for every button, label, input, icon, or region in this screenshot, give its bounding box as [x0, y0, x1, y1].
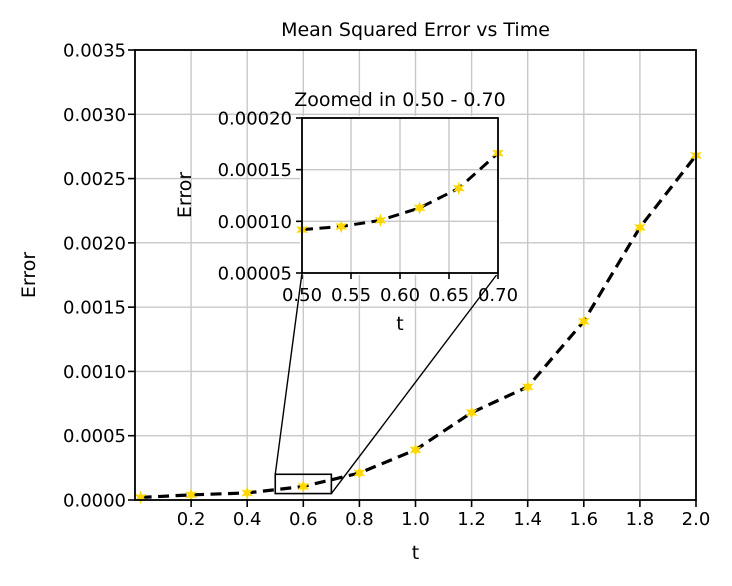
x-tick-label: 1.4: [513, 509, 542, 530]
inset-connector-line: [330, 272, 499, 494]
inset-axes: 0.50 0.55 0.60 0.65 0.70 0.00005 0.00010 0.0001…: [218, 109, 518, 307]
x-tick-label: 0.70: [478, 285, 518, 306]
data-point-marker: [465, 405, 478, 420]
x-tick-label: 1.8: [626, 509, 655, 530]
y-tick-label: 0.0025: [63, 169, 126, 190]
x-tick-label: 1.2: [457, 509, 486, 530]
y-tick-label: 0.0030: [63, 105, 126, 126]
data-point-marker: [374, 213, 387, 228]
x-tick-label: 0.2: [177, 509, 206, 530]
inset-chart-title: Zoomed in 0.50 - 0.70: [294, 89, 505, 111]
figure-text: Mean Squared Error vs Time t Error Zoome…: [18, 19, 550, 564]
y-tick-label: 0.00005: [218, 264, 292, 285]
inset-connector-line: [274, 272, 303, 475]
zoom-indicator: [274, 272, 499, 495]
y-tick-label: 0.0015: [63, 298, 126, 319]
zoom-region-rect: [274, 473, 333, 495]
data-point-marker: [335, 219, 348, 234]
x-tick-label: 0.4: [233, 509, 262, 530]
data-point-marker: [297, 479, 310, 494]
x-tick-label: 1.6: [569, 509, 598, 530]
data-point-marker: [353, 466, 366, 480]
data-point-marker: [452, 181, 465, 196]
data-point-marker: [413, 201, 426, 215]
main-y-axis-label: Error: [18, 252, 40, 299]
y-tick-label: 0.0000: [63, 491, 126, 512]
data-point-marker: [521, 380, 534, 394]
y-tick-label: 0.0020: [63, 233, 126, 254]
x-tick-label: 0.6: [289, 509, 318, 530]
data-point-marker: [634, 220, 646, 235]
y-tick-label: 0.00015: [218, 160, 292, 181]
data-point-marker: [241, 486, 254, 500]
inset-x-axis-label: t: [396, 313, 403, 335]
x-tick-label: 2.0: [682, 509, 711, 530]
data-point-marker: [577, 314, 590, 329]
y-tick-label: 0.0010: [63, 362, 126, 383]
x-tick-label: 0.50: [282, 285, 322, 306]
x-tick-label: 0.65: [429, 285, 469, 306]
y-tick-label: 0.00010: [218, 212, 292, 233]
y-tick-label: 0.0005: [63, 426, 126, 447]
x-tick-label: 1.0: [401, 509, 430, 530]
x-tick-label: 0.8: [345, 509, 374, 530]
y-tick-label: 0.00020: [218, 109, 292, 130]
x-tick-label: 0.60: [380, 285, 420, 306]
main-x-axis-label: t: [412, 542, 419, 564]
main-axes: 0.2 0.4 0.6 0.8 1.0 1.2 1.4 1.6 1.8 2.0 0.0000 0.00…: [63, 41, 710, 531]
main-chart-title: Mean Squared Error vs Time: [281, 19, 550, 41]
inset-y-axis-label: Error: [174, 172, 196, 219]
data-point-marker: [409, 443, 422, 457]
data-point-marker: [134, 490, 147, 505]
data-point-marker: [185, 488, 197, 502]
x-tick-label: 0.55: [331, 285, 371, 306]
y-tick-label: 0.0035: [63, 41, 126, 62]
